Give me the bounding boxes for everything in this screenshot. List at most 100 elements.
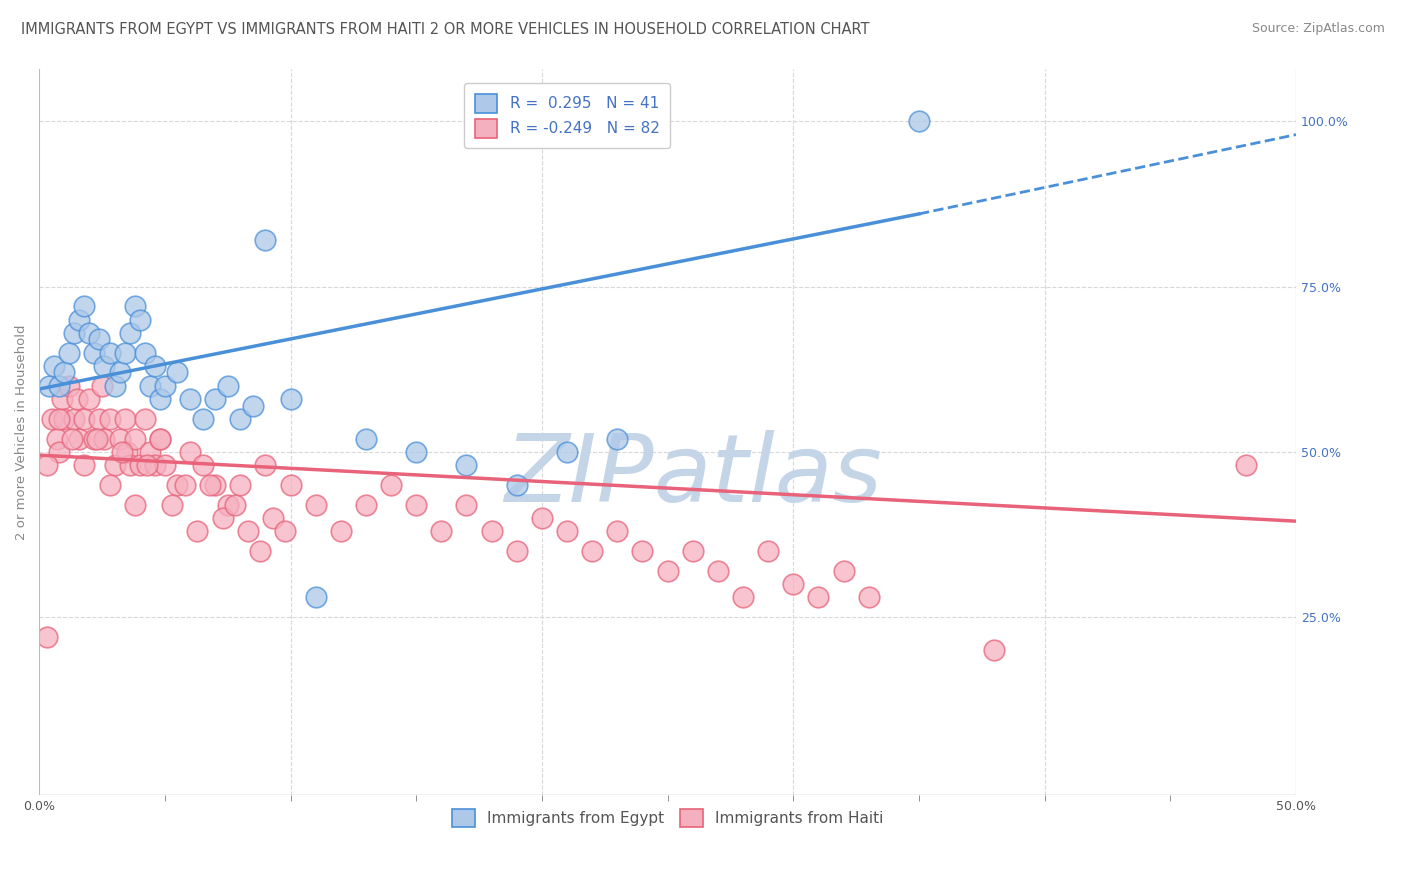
Text: ZIPatlas: ZIPatlas [503,430,882,521]
Point [58,378,80,392]
Point [229,478,252,492]
Point [756,544,779,558]
Point [89,333,111,347]
Point [191,458,214,472]
Point [79,392,101,406]
Y-axis label: 2 or more Vehicles in Household: 2 or more Vehicles in Household [15,324,28,540]
Point [63,326,86,340]
Point [149,432,172,446]
Point [983,643,1005,657]
Point [44,359,66,373]
Point [1234,458,1257,472]
Point [93,432,115,446]
Point [128,312,150,326]
Point [108,366,131,380]
Point [98,478,121,492]
Point [166,366,188,380]
Point [83,432,105,446]
Point [254,458,277,472]
Point [118,326,141,340]
Legend: Immigrants from Egypt, Immigrants from Haiti: Immigrants from Egypt, Immigrants from H… [444,801,891,835]
Point [79,326,101,340]
Point [456,498,478,512]
Point [91,378,114,392]
Point [128,458,150,472]
Point [114,411,136,425]
Point [138,378,160,392]
Point [555,444,578,458]
Point [280,478,302,492]
Point [153,378,176,392]
Point [166,478,188,492]
Point [114,345,136,359]
Text: IMMIGRANTS FROM EGYPT VS IMMIGRANTS FROM HAITI 2 OR MORE VEHICLES IN HOUSEHOLD C: IMMIGRANTS FROM EGYPT VS IMMIGRANTS FROM… [21,22,869,37]
Point [153,458,176,472]
Point [111,444,134,458]
Point [456,458,478,472]
Point [908,114,931,128]
Point [53,366,76,380]
Point [67,432,90,446]
Point [115,444,138,458]
Point [191,411,214,425]
Point [280,392,302,406]
Point [707,564,730,578]
Point [606,432,628,446]
Point [606,524,628,538]
Point [83,345,105,359]
Point [858,590,880,604]
Point [262,511,284,525]
Point [555,524,578,538]
Point [229,411,252,425]
Point [138,444,160,458]
Point [124,300,146,314]
Point [89,411,111,425]
Point [731,590,754,604]
Point [48,378,70,392]
Point [242,399,264,413]
Point [98,345,121,359]
Point [143,458,166,472]
Point [149,432,172,446]
Point [38,378,60,392]
Point [224,498,246,512]
Point [103,378,125,392]
Point [143,359,166,373]
Point [807,590,830,604]
Point [682,544,704,558]
Point [118,458,141,472]
Point [73,411,96,425]
Point [506,544,529,558]
Point [86,432,108,446]
Point [67,312,90,326]
Point [73,300,96,314]
Point [108,432,131,446]
Point [63,411,86,425]
Text: Source: ZipAtlas.com: Source: ZipAtlas.com [1251,22,1385,36]
Point [481,524,503,538]
Point [249,544,271,558]
Point [134,411,156,425]
Point [41,411,63,425]
Point [58,345,80,359]
Point [60,432,83,446]
Point [430,524,453,538]
Point [204,478,226,492]
Point [51,392,73,406]
Point [53,411,76,425]
Point [179,392,201,406]
Point [581,544,603,558]
Point [124,498,146,512]
Point [405,444,427,458]
Point [73,458,96,472]
Point [657,564,679,578]
Point [48,444,70,458]
Point [530,511,553,525]
Point [124,432,146,446]
Point [162,498,184,512]
Point [48,411,70,425]
Point [134,345,156,359]
Point [354,498,377,512]
Point [217,498,239,512]
Point [198,478,221,492]
